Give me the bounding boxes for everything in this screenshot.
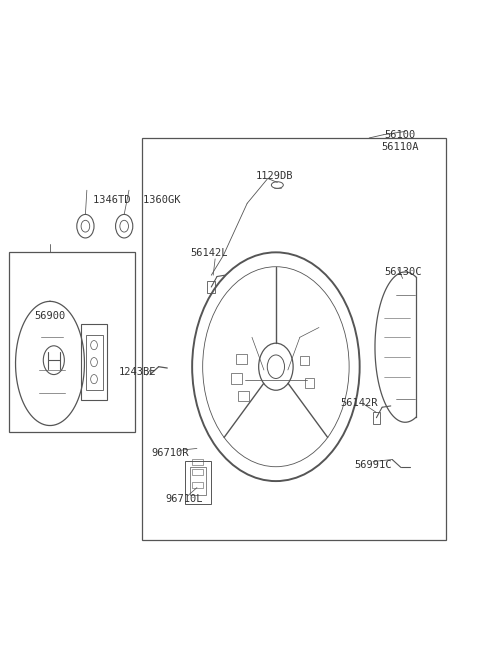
Bar [305,379,314,388]
Text: 56991C: 56991C [354,460,392,470]
Bar [207,281,215,293]
Text: 1243BE: 1243BE [119,367,156,377]
Bar [300,356,310,365]
Bar [238,391,249,402]
Bar [231,373,242,384]
Bar [190,467,206,495]
Text: 96710L: 96710L [165,494,203,504]
Bar [185,462,211,504]
Bar [192,459,203,466]
Text: 56100
56110A: 56100 56110A [382,130,419,152]
Text: 1129DB: 1129DB [256,171,293,181]
Bar [192,469,203,476]
Text: 56130C: 56130C [384,267,421,277]
Bar [142,138,446,540]
Bar [86,335,103,390]
Bar [9,252,135,432]
Text: 56142R: 56142R [340,398,377,407]
Bar [236,354,247,364]
Text: 1346TD  1360GK: 1346TD 1360GK [93,195,181,205]
Bar [81,324,107,400]
Bar [372,412,380,424]
Bar [192,481,203,488]
Text: 56900: 56900 [34,311,65,322]
Text: 96710R: 96710R [152,448,189,458]
Text: 56142L: 56142L [190,248,228,258]
